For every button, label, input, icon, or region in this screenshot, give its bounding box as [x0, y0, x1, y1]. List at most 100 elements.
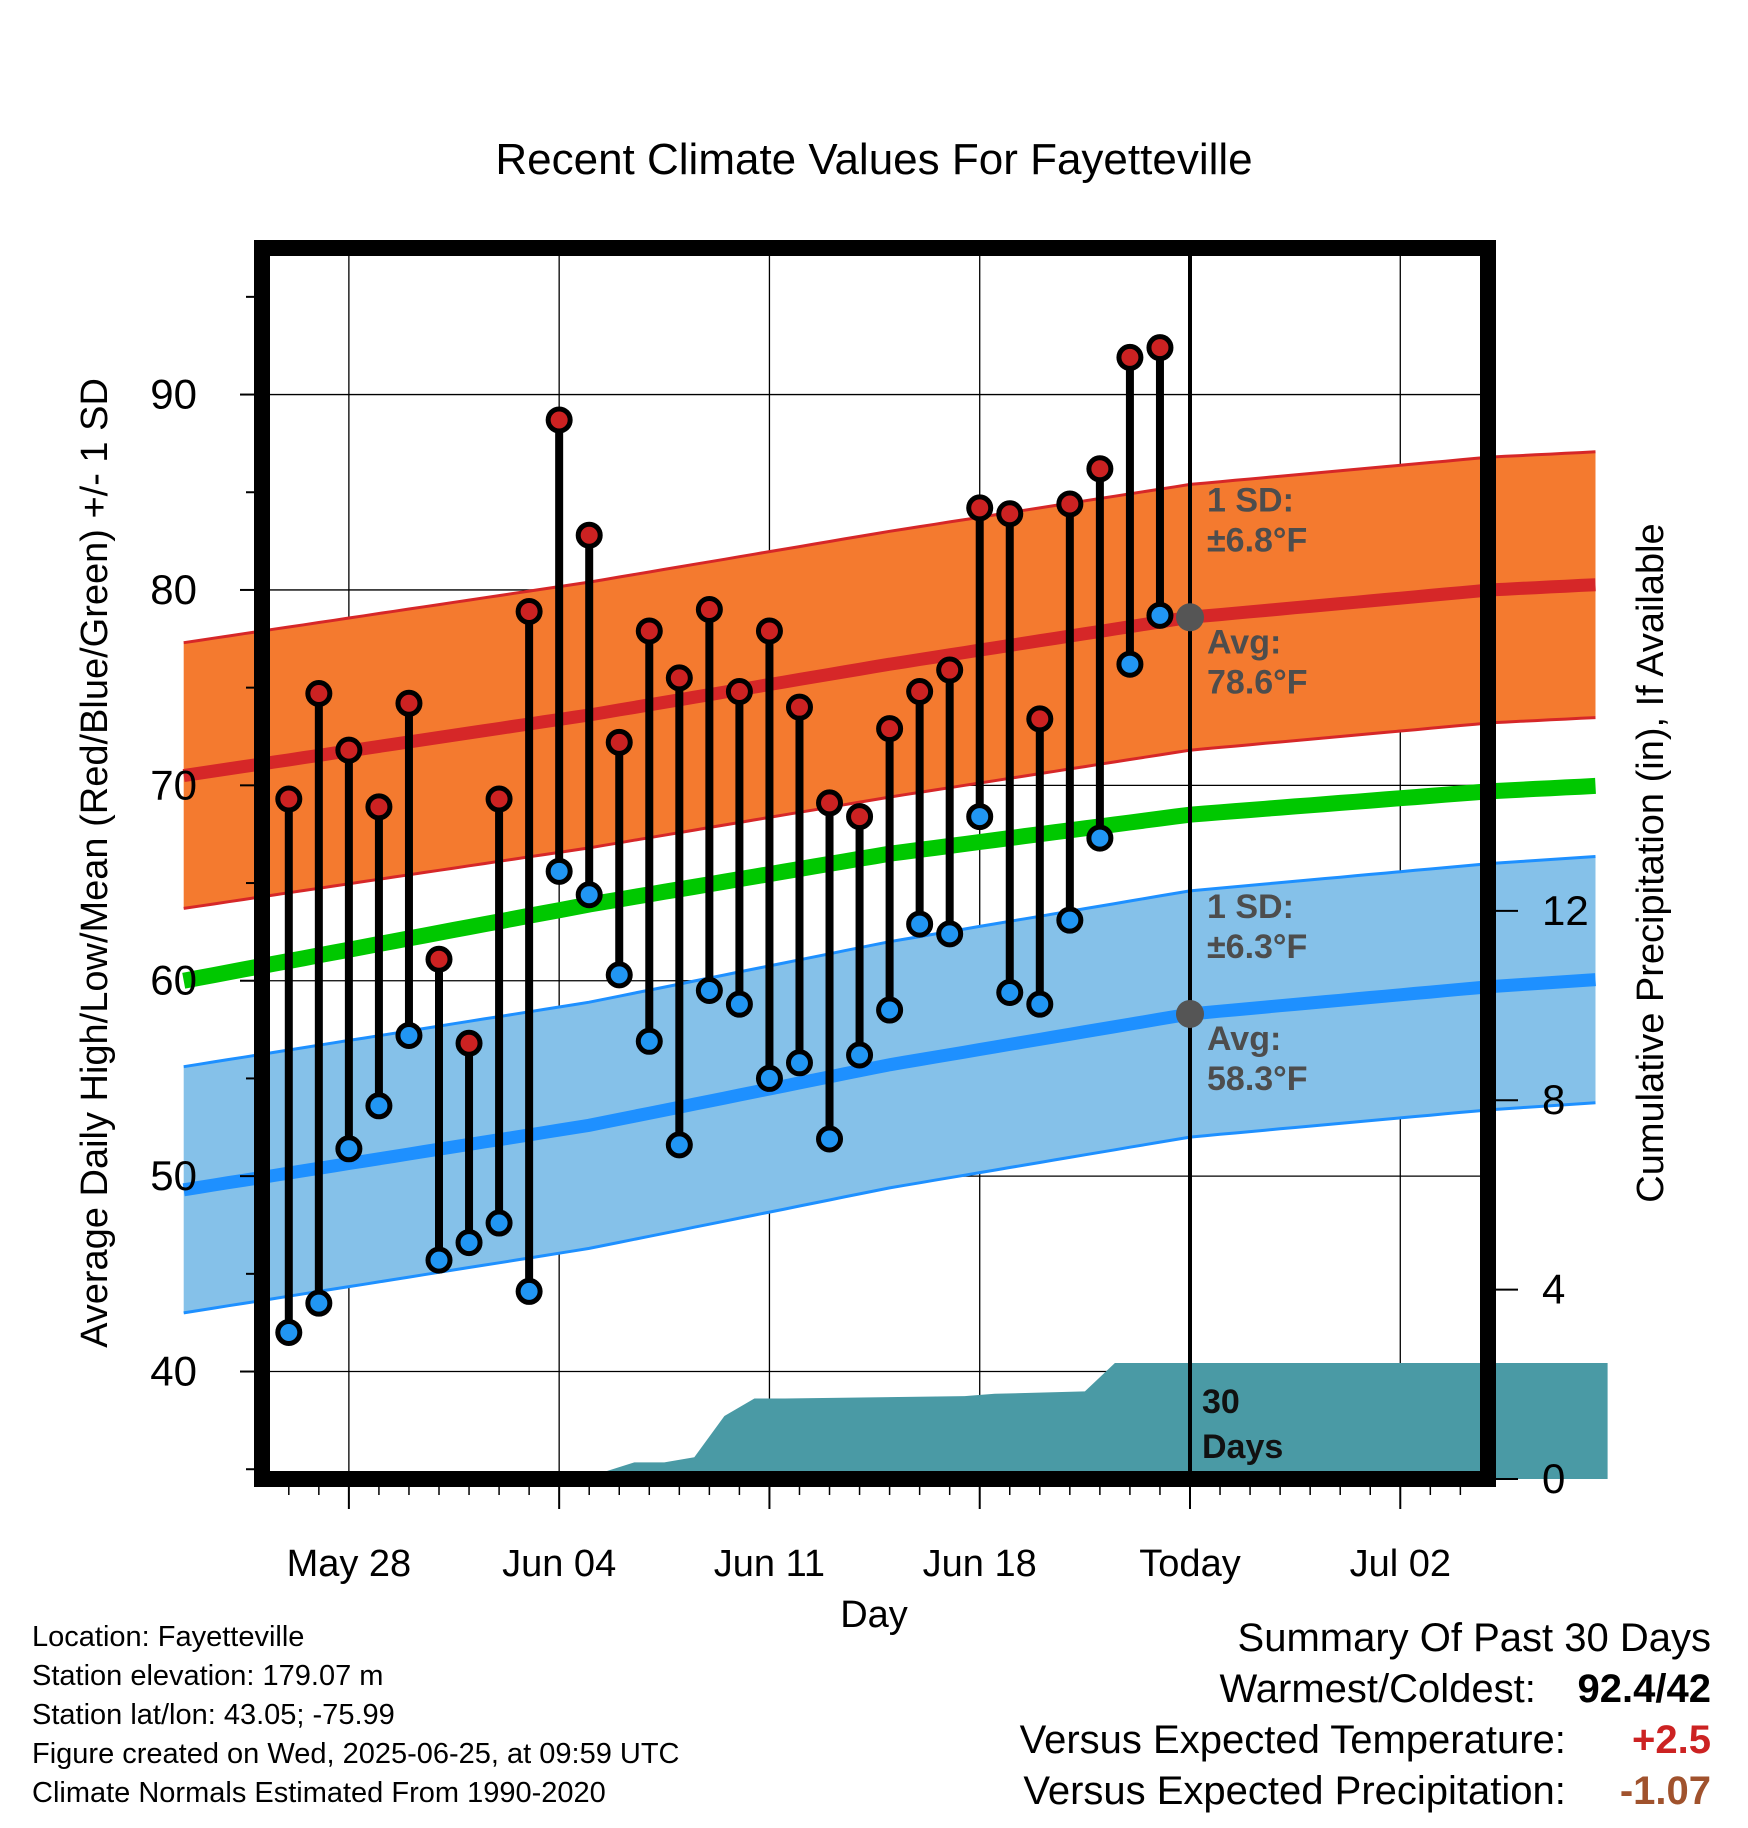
- low-point-23: [966, 803, 994, 831]
- high-point-5: [425, 945, 453, 973]
- low-point-25: [1026, 990, 1054, 1018]
- x-tick-label-2: Jun 11: [714, 1543, 825, 1585]
- high-point-12: [635, 617, 663, 645]
- low-point-14: [695, 977, 723, 1005]
- high-point-21: [906, 678, 934, 706]
- low-point-15: [725, 990, 753, 1018]
- low-sd-annotation-line-0: 1 SD:: [1207, 888, 1294, 926]
- high-point-7: [485, 785, 513, 813]
- high-avg-annotation-line-1: 78.6°F: [1207, 663, 1308, 701]
- high-band-fill: [183, 451, 1596, 909]
- low-avg-annotation-line-1: 58.3°F: [1207, 1060, 1308, 1098]
- warmest-coldest-label: Warmest/Coldest:: [1219, 1667, 1536, 1711]
- y-tick-label-3: 70: [150, 761, 197, 808]
- high-point-3: [365, 793, 393, 821]
- y2-tick-label-3: 12: [1542, 887, 1589, 934]
- high-point-22: [936, 656, 964, 684]
- low-point-28: [1116, 650, 1144, 678]
- low-point-20: [876, 996, 904, 1024]
- precipitation-fill: [183, 1363, 1608, 1479]
- high-point-25: [1026, 705, 1054, 733]
- low-point-11: [605, 961, 633, 989]
- low-sd-annotation-line-1: ±6.3°F: [1207, 928, 1307, 966]
- y-tick-label-2: 60: [150, 957, 197, 1004]
- footer-normals: Climate Normals Estimated From 1990-2020: [32, 1777, 606, 1809]
- y-tick-label-4: 80: [150, 566, 197, 613]
- summary-precipitation: Versus Expected Precipitation: -1.07: [911, 1766, 1711, 1817]
- high-point-18: [816, 789, 844, 817]
- high-point-24: [996, 500, 1024, 528]
- low-point-7: [485, 1209, 513, 1237]
- high-point-13: [665, 664, 693, 692]
- high-point-23: [966, 494, 994, 522]
- high-point-14: [695, 595, 723, 623]
- low-point-21: [906, 910, 934, 938]
- low-point-18: [816, 1125, 844, 1153]
- high-point-17: [785, 693, 813, 721]
- low-point-16: [755, 1064, 783, 1092]
- temperature-value: +2.5: [1632, 1718, 1711, 1762]
- low-point-12: [635, 1027, 663, 1055]
- summary-warmest-coldest: Warmest/Coldest: 92.4/42: [911, 1664, 1712, 1715]
- high-point-26: [1056, 490, 1084, 518]
- high-point-0: [275, 785, 303, 813]
- high-point-9: [545, 406, 573, 434]
- low-point-3: [365, 1092, 393, 1120]
- high-sd-annotation-line-1: ±6.8°F: [1207, 521, 1307, 559]
- high-point-11: [605, 728, 633, 756]
- y2-tick-label-0: 0: [1542, 1455, 1565, 1502]
- x-tick-label-5: Jul 02: [1350, 1543, 1451, 1585]
- low-today-marker: [1176, 999, 1204, 1028]
- today-days-label-0: 30: [1202, 1383, 1240, 1421]
- y2-axis-label: Cumulative Precipitation (in), If Availa…: [1630, 523, 1672, 1202]
- precipitation-area: [183, 1363, 1608, 1479]
- y-tick-label-5: 90: [150, 371, 197, 418]
- high-point-19: [846, 803, 874, 831]
- y-axis-label: Average Daily High/Low/Mean (Red/Blue/Gr…: [74, 378, 116, 1348]
- low-point-8: [515, 1277, 543, 1305]
- low-point-13: [665, 1131, 693, 1159]
- high-band-upper-edge: [183, 450, 1596, 645]
- warmest-coldest-value: 92.4/42: [1577, 1667, 1711, 1711]
- footer-elevation: Station elevation: 179.07 m: [32, 1660, 384, 1692]
- low-avg-annotation-line-0: Avg:: [1207, 1020, 1281, 1058]
- low-band-fill: [183, 856, 1596, 1313]
- x-tick-label-4: Today: [1139, 1543, 1240, 1585]
- high-point-6: [455, 1029, 483, 1057]
- x-axis-label: Day: [840, 1594, 908, 1636]
- low-point-1: [305, 1289, 333, 1317]
- low-point-17: [785, 1049, 813, 1077]
- low-point-2: [335, 1135, 363, 1163]
- low-point-6: [455, 1229, 483, 1257]
- low-point-29: [1146, 601, 1174, 629]
- y-tick-label-0: 40: [150, 1348, 197, 1395]
- x-tick-label-0: May 28: [287, 1543, 412, 1585]
- today-days-label-1: Days: [1202, 1428, 1283, 1466]
- high-point-27: [1086, 455, 1114, 483]
- temperature-label: Versus Expected Temperature:: [1019, 1718, 1566, 1762]
- high-point-2: [335, 736, 363, 764]
- footer-created: Figure created on Wed, 2025-06-25, at 09…: [32, 1738, 680, 1770]
- low-point-19: [846, 1041, 874, 1069]
- low-point-10: [575, 881, 603, 909]
- high-point-4: [395, 689, 423, 717]
- y2-tick-label-1: 4: [1542, 1266, 1565, 1313]
- high-point-16: [755, 617, 783, 645]
- low-point-0: [275, 1318, 303, 1346]
- low-band-lower-edge: [183, 1101, 1596, 1315]
- high-today-marker: [1176, 603, 1204, 632]
- low-point-24: [996, 978, 1024, 1006]
- chart-title: Recent Climate Values For Fayetteville: [495, 135, 1252, 184]
- y-tick-label-1: 50: [150, 1152, 197, 1199]
- precipitation-value: -1.07: [1619, 1769, 1711, 1813]
- precipitation-label: Versus Expected Precipitation:: [1023, 1769, 1566, 1813]
- station-info: Location: Fayetteville Station elevation…: [32, 1618, 680, 1813]
- low-point-22: [936, 920, 964, 948]
- summary-panel: Summary Of Past 30 Days Warmest/Coldest:…: [911, 1613, 1711, 1817]
- high-point-1: [305, 680, 333, 708]
- footer-latlon: Station lat/lon: 43.05; -75.99: [32, 1699, 395, 1731]
- low-normal-line: [182, 973, 1596, 1197]
